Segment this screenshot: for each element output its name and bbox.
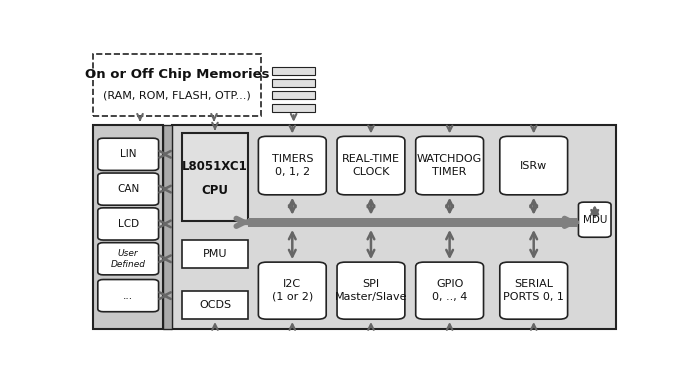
FancyBboxPatch shape bbox=[500, 136, 568, 195]
Bar bbox=[93, 125, 163, 329]
FancyBboxPatch shape bbox=[258, 136, 326, 195]
Text: SPI
Master/Slave: SPI Master/Slave bbox=[335, 279, 407, 302]
Bar bbox=[172, 125, 617, 329]
FancyBboxPatch shape bbox=[258, 262, 326, 319]
FancyBboxPatch shape bbox=[98, 138, 159, 170]
Bar bbox=[183, 240, 248, 268]
Text: On or Off Chip Memories: On or Off Chip Memories bbox=[85, 68, 270, 81]
Text: GPIO
0, .., 4: GPIO 0, .., 4 bbox=[432, 279, 468, 302]
FancyBboxPatch shape bbox=[500, 262, 568, 319]
Bar bbox=[272, 103, 315, 112]
FancyBboxPatch shape bbox=[337, 262, 405, 319]
Bar bbox=[93, 54, 261, 116]
Text: MDU: MDU bbox=[582, 215, 607, 225]
FancyBboxPatch shape bbox=[578, 202, 611, 237]
Bar bbox=[163, 125, 172, 329]
Text: LCD: LCD bbox=[118, 219, 139, 229]
Bar bbox=[272, 66, 315, 75]
Text: LIN: LIN bbox=[120, 149, 136, 159]
Text: OCDS: OCDS bbox=[199, 300, 231, 310]
Bar bbox=[248, 218, 578, 227]
Text: ISRw: ISRw bbox=[520, 161, 547, 171]
Text: CAN: CAN bbox=[117, 184, 139, 194]
FancyBboxPatch shape bbox=[98, 173, 159, 205]
Text: L8051XC1: L8051XC1 bbox=[182, 160, 248, 173]
Text: (RAM, ROM, FLASH, OTP...): (RAM, ROM, FLASH, OTP...) bbox=[103, 90, 251, 101]
FancyBboxPatch shape bbox=[98, 280, 159, 312]
FancyBboxPatch shape bbox=[416, 262, 484, 319]
Text: PMU: PMU bbox=[203, 249, 228, 259]
Bar bbox=[272, 79, 315, 87]
FancyBboxPatch shape bbox=[337, 136, 405, 195]
Text: User
Defined: User Defined bbox=[111, 249, 146, 269]
FancyBboxPatch shape bbox=[98, 243, 159, 275]
Text: REAL-TIME
CLOCK: REAL-TIME CLOCK bbox=[342, 154, 400, 177]
Bar bbox=[183, 133, 248, 221]
Bar bbox=[183, 291, 248, 319]
FancyBboxPatch shape bbox=[98, 208, 159, 240]
Text: CPU: CPU bbox=[202, 184, 228, 197]
Text: ...: ... bbox=[123, 291, 133, 301]
Text: SERIAL
PORTS 0, 1: SERIAL PORTS 0, 1 bbox=[503, 279, 564, 302]
Text: I2C
(1 or 2): I2C (1 or 2) bbox=[272, 279, 313, 302]
Text: TIMERS
0, 1, 2: TIMERS 0, 1, 2 bbox=[272, 154, 313, 177]
Text: WATCHDOG
TIMER: WATCHDOG TIMER bbox=[417, 154, 482, 177]
Bar bbox=[272, 91, 315, 100]
FancyBboxPatch shape bbox=[416, 136, 484, 195]
